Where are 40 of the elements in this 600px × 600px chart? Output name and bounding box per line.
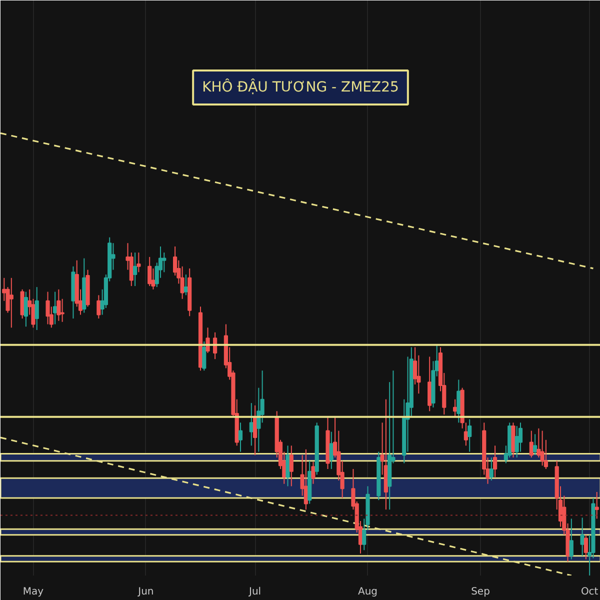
candlestick bbox=[202, 340, 206, 372]
candlestick bbox=[468, 418, 472, 452]
candlestick bbox=[493, 445, 498, 478]
candlestick bbox=[569, 518, 574, 560]
candlestick bbox=[594, 491, 599, 520]
candlestick bbox=[136, 252, 141, 273]
candlestick bbox=[46, 291, 50, 325]
candlestick bbox=[289, 445, 294, 487]
candlestick bbox=[56, 288, 61, 322]
chart-title: KHÔ ĐẬU TƯƠNG - ZMEZ25 bbox=[202, 78, 399, 96]
candlestick bbox=[529, 430, 534, 458]
candlestick bbox=[148, 256, 152, 287]
x-tick-label: Oct bbox=[580, 586, 598, 598]
candlestick bbox=[53, 291, 58, 325]
candlestick bbox=[238, 422, 243, 452]
candlestick bbox=[24, 291, 28, 328]
candlestick bbox=[133, 252, 138, 287]
x-tick-label: Jul bbox=[248, 586, 262, 598]
candlestick bbox=[311, 461, 316, 484]
candlestick bbox=[286, 445, 290, 487]
candlestick bbox=[249, 402, 254, 446]
candlestick bbox=[329, 431, 334, 470]
candlestick bbox=[489, 456, 494, 481]
candlestick bbox=[60, 298, 64, 322]
x-tick-label: May bbox=[22, 586, 44, 598]
candlestick bbox=[514, 426, 519, 458]
candlestick bbox=[9, 277, 14, 328]
x-tick-label: Sep bbox=[471, 586, 490, 598]
candlestick bbox=[456, 379, 461, 424]
candlestick bbox=[533, 434, 538, 456]
candlestick bbox=[96, 294, 101, 319]
candlestick bbox=[584, 534, 588, 560]
candlestick bbox=[34, 286, 39, 330]
x-tick-label: Jun bbox=[137, 586, 154, 598]
candlestick bbox=[304, 448, 308, 510]
candlestick bbox=[540, 430, 544, 466]
candlestick bbox=[580, 517, 584, 556]
candlestick bbox=[184, 274, 188, 296]
candlestick bbox=[162, 252, 166, 273]
x-tick-label: Aug bbox=[358, 586, 378, 598]
